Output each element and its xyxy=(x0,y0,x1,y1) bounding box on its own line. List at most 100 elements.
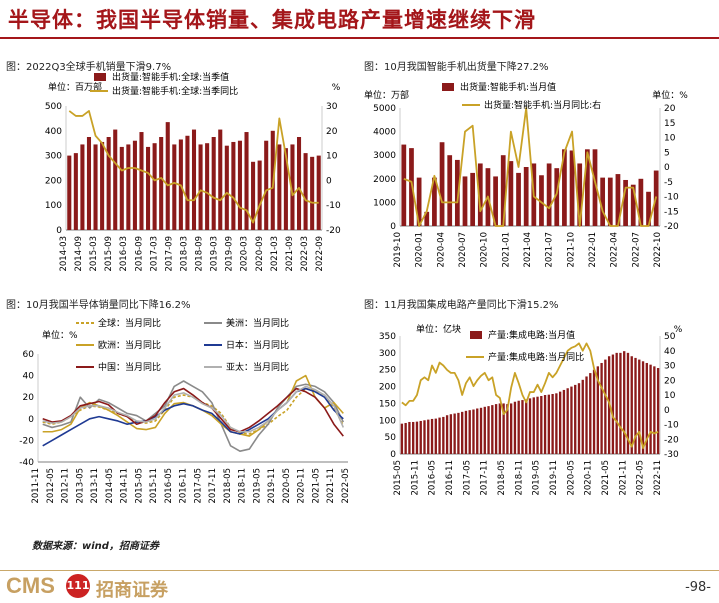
x-tick-label: 2015-09 xyxy=(104,236,114,272)
bar xyxy=(191,129,197,230)
bar xyxy=(231,141,236,230)
bar xyxy=(493,176,498,226)
legend-swatch xyxy=(94,73,106,81)
title-rule xyxy=(0,37,719,39)
y2-tick-label: 30 xyxy=(326,102,338,112)
y2-tick-label: -20 xyxy=(326,226,341,236)
bar xyxy=(264,140,269,230)
bar xyxy=(589,373,592,454)
bar xyxy=(470,172,476,226)
bar xyxy=(498,403,502,454)
x-tick-label: 2019-11 xyxy=(267,468,277,504)
chart-title: 图：10月我国智能手机出货量下降27.2% xyxy=(364,62,549,73)
x-tick-label: 2021-10 xyxy=(566,232,576,268)
y2-tick-label: -30 xyxy=(664,450,679,460)
bar xyxy=(464,410,468,454)
x-tick-label: 2022-05 xyxy=(636,460,646,496)
bar xyxy=(152,143,157,230)
bar xyxy=(400,423,404,454)
bar xyxy=(600,362,603,454)
bar xyxy=(257,160,262,230)
bar xyxy=(517,400,520,454)
series-line xyxy=(68,110,319,224)
bar xyxy=(487,406,490,454)
bar xyxy=(649,364,652,454)
x-tick-label: 2020-03 xyxy=(240,236,250,272)
bar xyxy=(132,140,137,230)
bar xyxy=(592,149,598,226)
chart-panel-1: 图：2022Q3全球手机销量下滑9.7% 0 100 200 300 400 500 -20… xyxy=(2,58,356,290)
bar xyxy=(472,409,475,454)
bar xyxy=(185,135,190,230)
chart-svg: 0 100 200 300 400 500 -20 -10 0 10 20 30 单位：百万部 % 2014… xyxy=(45,71,341,272)
y-tick-label: 0 xyxy=(28,415,34,425)
y2-tick-label: -20 xyxy=(664,435,679,445)
x-tick-label: 2014-05 xyxy=(105,468,115,504)
bar xyxy=(106,137,111,230)
x-tick-label: 2017-05 xyxy=(462,460,472,496)
bar xyxy=(547,394,551,454)
bar xyxy=(73,153,78,230)
left-unit-label: 单位：万部 xyxy=(364,89,409,101)
bar xyxy=(562,149,567,226)
x-tick-label: 2018-05 xyxy=(223,468,233,504)
left-unit-label: 单位：亿块 xyxy=(416,323,461,335)
bar xyxy=(630,356,633,454)
bar xyxy=(409,148,414,226)
firm-name: 招商证券 xyxy=(96,580,168,601)
bar xyxy=(277,144,282,230)
bar xyxy=(615,352,618,454)
y2-tick-label: -20 xyxy=(664,222,679,232)
right-unit-label: 单位：% xyxy=(652,89,688,101)
bar xyxy=(539,175,544,226)
bar xyxy=(521,400,524,454)
bar xyxy=(432,177,437,226)
x-tick-label: 2018-11 xyxy=(238,468,248,504)
bar xyxy=(447,155,453,226)
data-source: 数据来源：wind，招商证券 xyxy=(32,541,159,552)
chart-title: 图：2022Q3全球手机销量下滑9.7% xyxy=(6,62,172,73)
x-tick-label: 2021-03 xyxy=(270,236,280,272)
bar xyxy=(401,144,407,226)
legend-label: 出货量:智能手机:当月同比:右 xyxy=(484,99,601,111)
x-tick-label: 2016-11 xyxy=(445,460,455,496)
y-tick-label: 2000 xyxy=(373,175,396,185)
x-tick-label: 2017-11 xyxy=(480,460,490,496)
x-tick-label: 2022-04 xyxy=(610,232,620,268)
bar xyxy=(641,361,645,454)
y-tick-label: 1000 xyxy=(373,198,396,208)
bar xyxy=(224,145,229,230)
chart-title: 图：11月我国集成电路产量同比下滑15.2% xyxy=(364,300,559,311)
y2-tick-label: 0 xyxy=(664,406,670,416)
x-tick-label: 2019-03 xyxy=(210,236,220,272)
legend-label: 亚太：当月同比 xyxy=(226,361,289,373)
legend-label: 产量:集成电路:当月值 xyxy=(488,329,575,341)
bar xyxy=(445,415,449,454)
bar xyxy=(604,359,607,454)
bar xyxy=(449,414,453,454)
x-tick-label: 2014-09 xyxy=(74,236,84,272)
legend-swatch xyxy=(442,83,454,91)
x-tick-label: 2019-05 xyxy=(252,468,262,504)
bar xyxy=(623,351,626,454)
y-tick-label: 250 xyxy=(379,366,396,376)
bar xyxy=(483,406,486,454)
bar xyxy=(500,155,506,226)
right-unit-label: % xyxy=(332,83,341,93)
bar xyxy=(113,129,118,230)
y-tick-label: -20 xyxy=(19,436,34,446)
y2-tick-label: 5 xyxy=(664,148,670,158)
y-tick-label: 0 xyxy=(390,450,396,460)
bar xyxy=(574,384,577,454)
x-tick-label: 2018-11 xyxy=(514,460,524,496)
x-tick-label: 2018-05 xyxy=(497,460,507,496)
x-tick-label: 2014-11 xyxy=(120,468,130,504)
x-tick-label: 2019-05 xyxy=(532,460,542,496)
bar xyxy=(502,403,505,454)
bar xyxy=(468,410,471,454)
x-tick-label: 2011-11 xyxy=(31,468,41,504)
y-tick-label: 300 xyxy=(379,349,396,359)
y-tick-label: 500 xyxy=(45,102,62,112)
bar xyxy=(165,122,170,230)
bar xyxy=(540,396,543,454)
